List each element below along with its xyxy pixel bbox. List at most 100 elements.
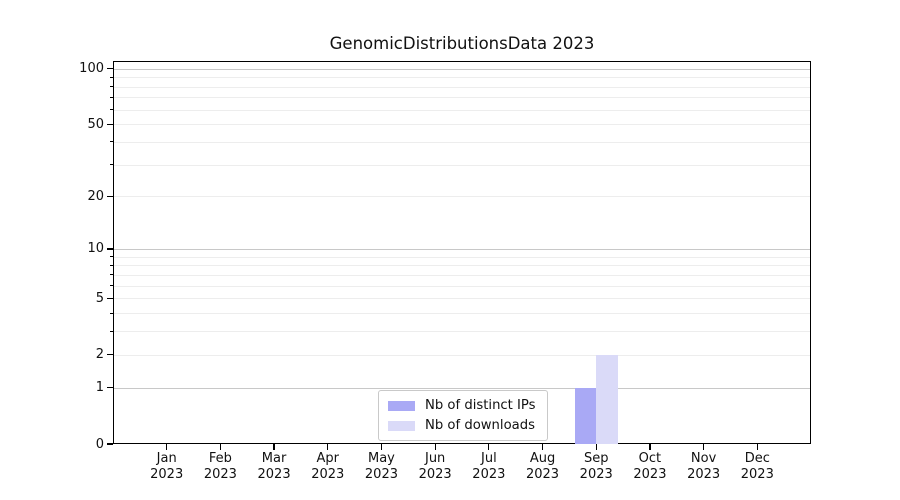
y-minor-tick-mark [109, 354, 113, 356]
x-tick-mark [488, 444, 490, 450]
y-minor-tick-mark [109, 285, 113, 287]
x-tick-month: Oct [638, 451, 662, 466]
x-tick-year: 2023 [579, 467, 613, 482]
x-tick-month: Nov [690, 451, 717, 466]
x-tick-year: 2023 [150, 467, 184, 482]
x-tick-year: 2023 [257, 467, 291, 482]
legend-label-downloads: Nb of downloads [425, 418, 535, 433]
y-minor-tick-mark [109, 164, 113, 166]
gridline-minor [114, 86, 810, 88]
x-tick-label: Nov 2023 [672, 451, 736, 483]
x-tick-mark [327, 444, 329, 450]
y-tick-mark [106, 387, 113, 389]
y-minor-tick-mark [109, 86, 113, 88]
x-tick-year: 2023 [311, 467, 345, 482]
y-tick-label: 0 [95, 436, 104, 452]
y-tick-label: 10 [87, 241, 104, 257]
x-tick-label: May 2023 [349, 451, 413, 483]
y-tick-mark [106, 68, 113, 70]
x-tick-year: 2023 [203, 467, 237, 482]
x-tick-month: Feb [208, 451, 232, 466]
x-tick-month: May [368, 451, 395, 466]
bar-sep-series1 [596, 354, 618, 444]
x-tick-mark [703, 444, 705, 450]
bar-sep-series0 [574, 387, 597, 444]
chart-title: GenomicDistributionsData 2023 [329, 34, 595, 53]
x-tick-month: Aug [529, 451, 556, 466]
y-minor-tick-mark [109, 141, 113, 143]
gridline-minor [114, 97, 810, 99]
gridline-minor [114, 109, 810, 111]
gridline-minor [114, 354, 810, 356]
x-tick-month: Mar [261, 451, 287, 466]
x-tick-label: Apr 2023 [296, 451, 360, 483]
x-tick-mark [273, 444, 275, 450]
legend: Nb of distinct IPs Nb of downloads [378, 390, 548, 441]
y-minor-tick-mark [109, 195, 113, 197]
gridline-minor [114, 164, 810, 166]
y-minor-tick-mark [109, 297, 113, 299]
x-tick-mark [541, 444, 544, 450]
gridline-minor [114, 274, 810, 276]
legend-item-downloads: Nb of downloads [388, 418, 536, 433]
x-tick-mark [380, 444, 383, 450]
x-tick-year: 2023 [633, 467, 667, 482]
y-minor-tick-mark [109, 274, 113, 276]
x-tick-year: 2023 [472, 467, 506, 482]
gridline-minor [114, 265, 810, 267]
gridline-minor [114, 298, 810, 300]
x-tick-year: 2023 [364, 467, 398, 482]
gridline-minor [114, 313, 810, 315]
gridline-major [114, 68, 810, 70]
x-tick-year: 2023 [525, 467, 560, 482]
y-tick-label: 20 [87, 188, 104, 204]
plot-area [113, 61, 811, 444]
gridline-minor [114, 124, 810, 126]
gridline-major [114, 248, 810, 250]
gridline-major [114, 387, 810, 389]
gridline-minor [114, 77, 810, 79]
y-tick-label: 100 [79, 61, 104, 77]
x-tick-month: Dec [744, 451, 770, 466]
x-tick-label: Jul 2023 [457, 451, 521, 483]
y-minor-tick-mark [109, 123, 113, 125]
y-minor-tick-mark [109, 330, 113, 332]
legend-label-distinct-ips: Nb of distinct IPs [425, 398, 536, 413]
x-tick-month: Jun [424, 451, 446, 466]
x-tick-month: Jan [156, 451, 177, 466]
x-tick-mark [219, 444, 221, 450]
x-tick-year: 2023 [687, 467, 721, 482]
gridline-minor [114, 331, 810, 333]
x-tick-mark [595, 444, 597, 450]
x-tick-mark [649, 444, 651, 450]
x-tick-mark [434, 444, 436, 450]
legend-swatch-downloads [388, 420, 415, 431]
y-tick-mark [106, 443, 113, 445]
y-tick-mark [106, 248, 113, 250]
x-tick-label: Jun 2023 [403, 451, 467, 483]
x-tick-month: Apr [316, 451, 340, 466]
y-minor-tick-mark [109, 256, 113, 258]
x-tick-label: Feb 2023 [188, 451, 252, 483]
x-tick-label: Dec 2023 [725, 451, 789, 483]
legend-swatch-distinct-ips [388, 400, 415, 411]
y-minor-tick-mark [109, 109, 113, 111]
y-tick-label: 2 [95, 347, 104, 363]
gridline-minor [114, 285, 810, 287]
y-minor-tick-mark [109, 312, 113, 314]
y-minor-tick-mark [109, 76, 113, 78]
y-tick-label: 5 [95, 290, 104, 306]
x-tick-month: Sep [583, 451, 609, 466]
x-tick-label: Jan 2023 [135, 451, 199, 483]
x-tick-label: Aug 2023 [511, 451, 575, 483]
gridline-minor [114, 256, 810, 258]
x-tick-mark [166, 444, 168, 450]
x-tick-month: Jul [481, 451, 497, 466]
y-tick-label: 1 [95, 380, 104, 396]
legend-item-distinct-ips: Nb of distinct IPs [388, 398, 536, 413]
gridline-minor [114, 196, 810, 198]
y-minor-tick-mark [109, 264, 113, 266]
x-tick-mark [756, 444, 758, 450]
gridline-minor [114, 141, 810, 143]
